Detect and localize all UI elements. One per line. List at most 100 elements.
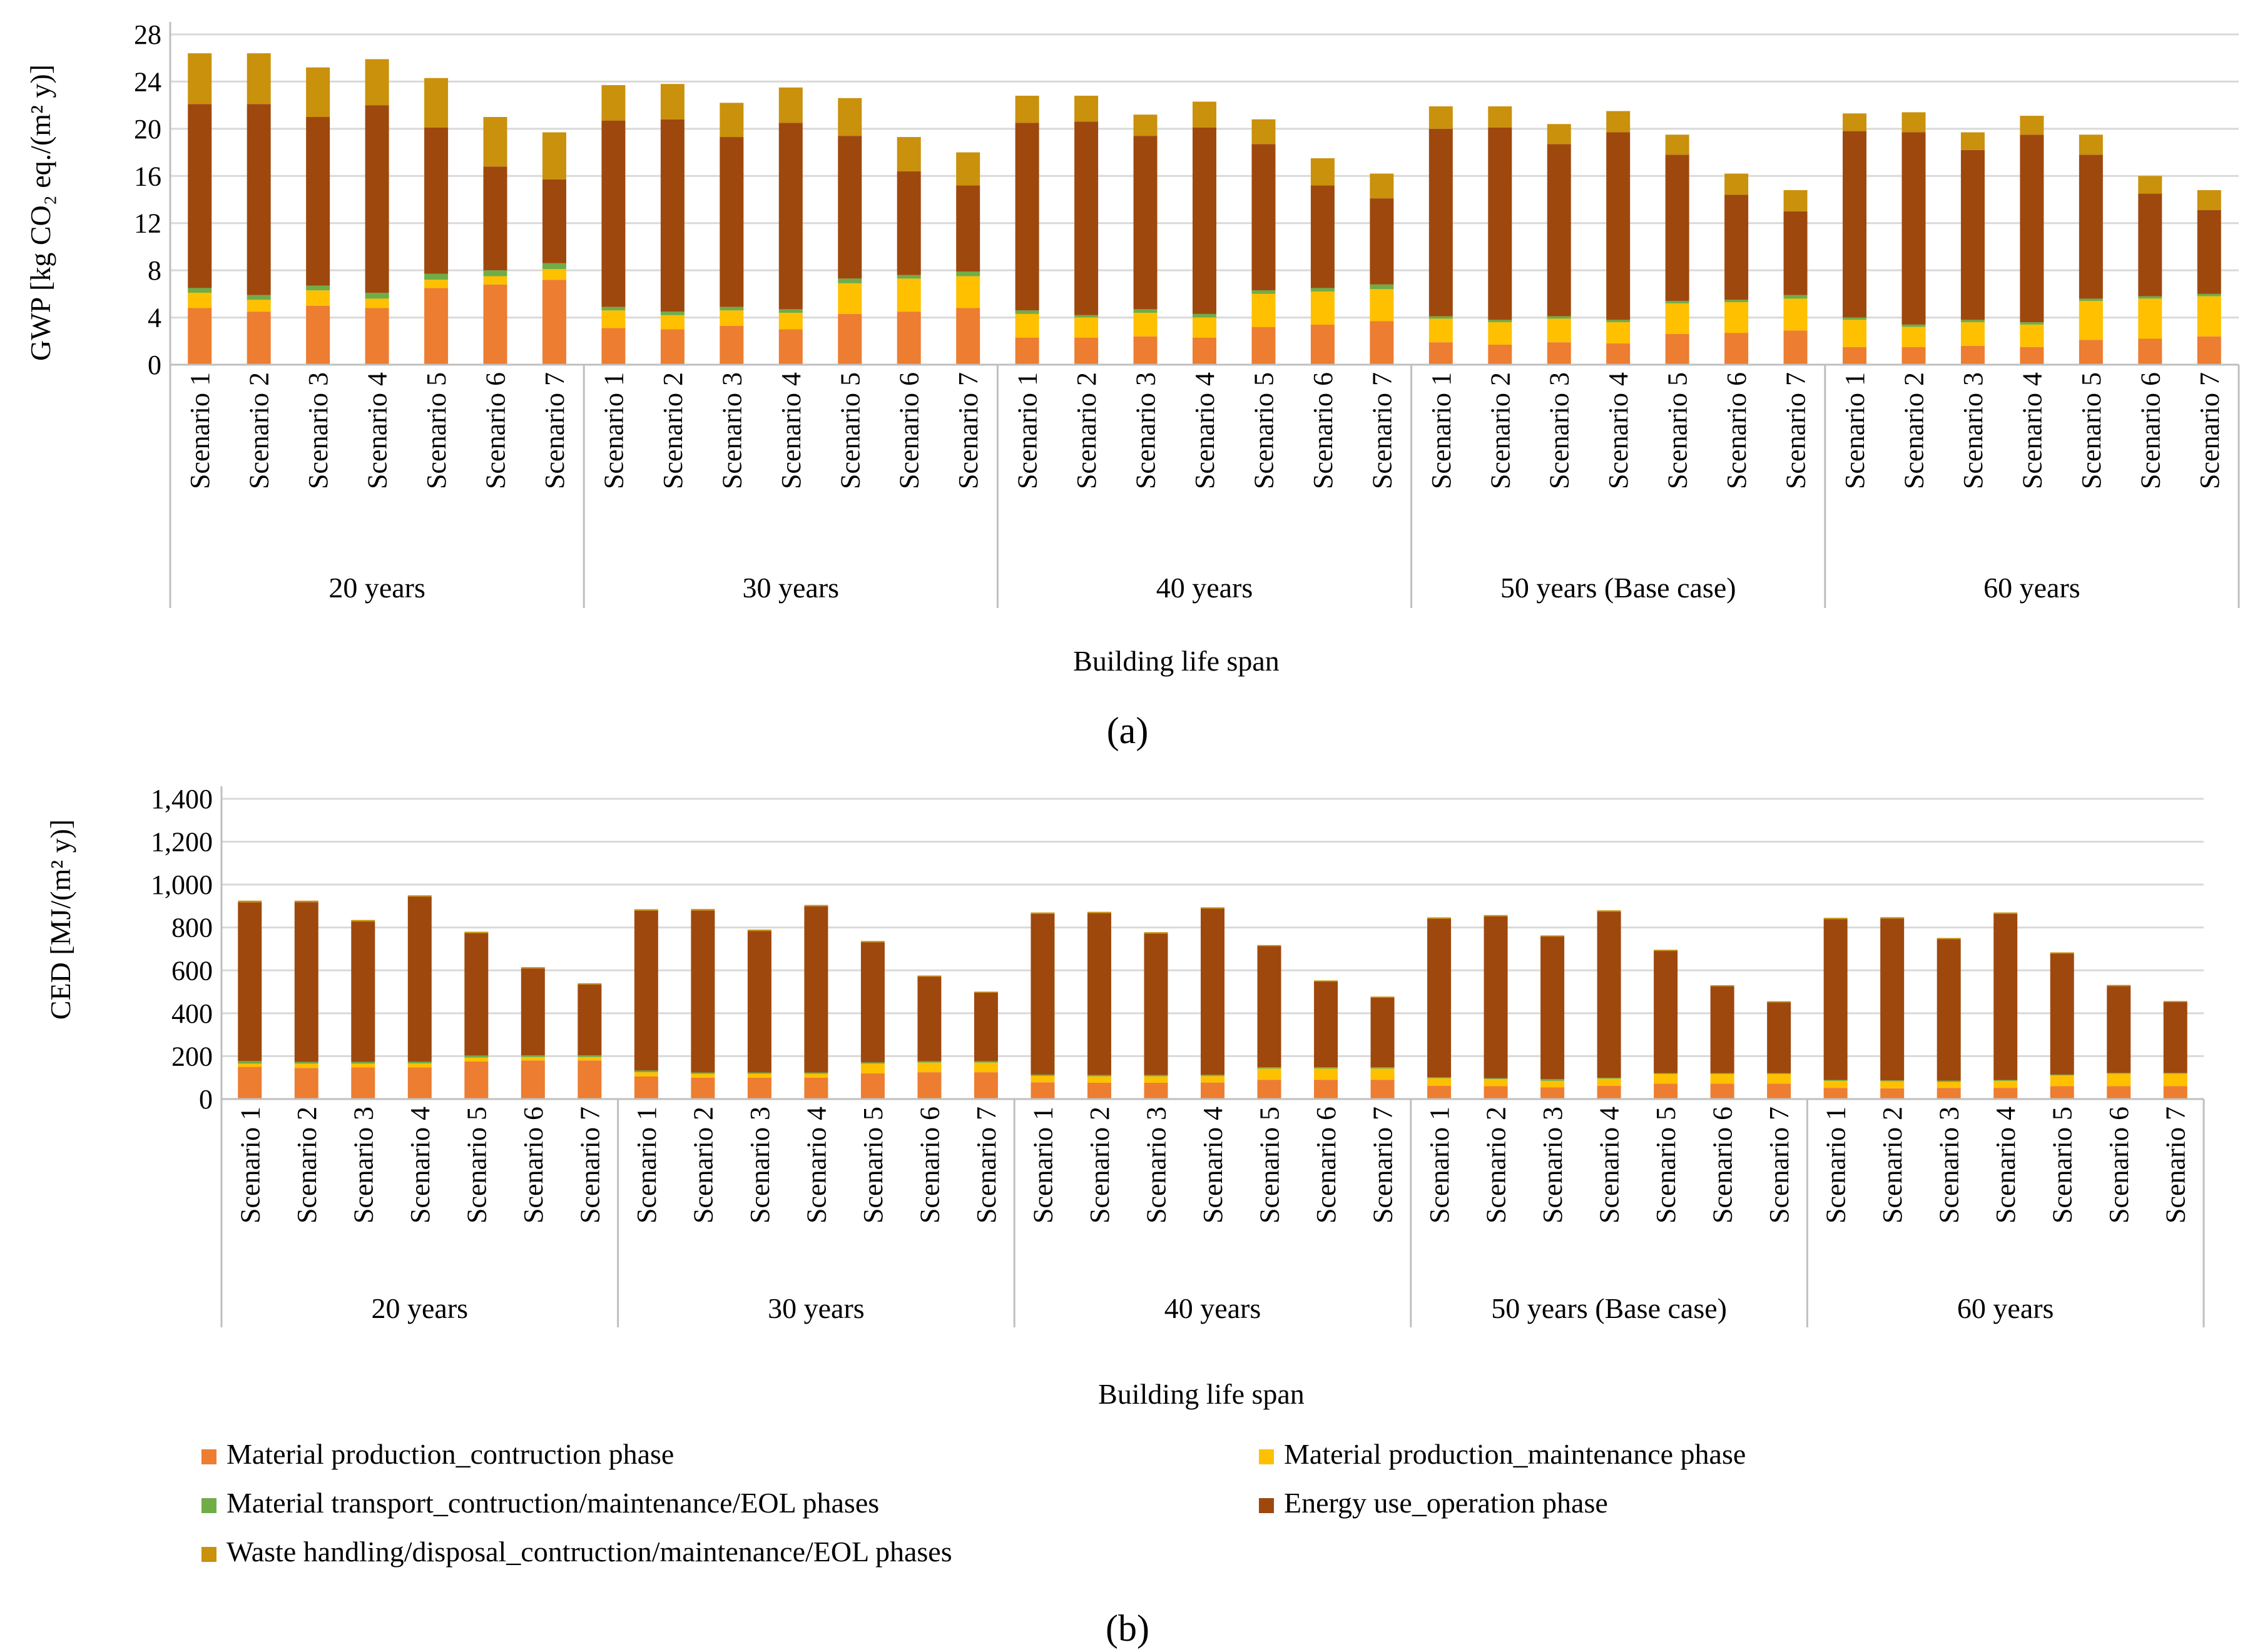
ced-bar-segment [1087, 1076, 1111, 1083]
ced-bar-segment [1937, 1088, 1961, 1099]
gwp-bar-segment [2020, 324, 2044, 347]
ced-bar-segment [1087, 911, 1111, 913]
gwp-bar-segment [1843, 320, 1867, 347]
legend: Material production_contruction phase Ma… [201, 1438, 1746, 1568]
ced-bar-segment [1314, 1068, 1338, 1080]
gwp-bar-segment [1665, 333, 1689, 365]
gwp-category-label: Scenario 5 [421, 372, 452, 489]
ced-bar-segment [1314, 1067, 1338, 1069]
ced-bar-segment [1767, 1083, 1791, 1099]
ced-bar-segment [521, 968, 545, 1056]
ced-bar-segment [1031, 913, 1055, 1075]
gwp-bar-segment [483, 284, 507, 365]
gwp-category-label: Scenario 6 [894, 372, 925, 489]
gwp-category-label: Scenario 3 [1958, 372, 1988, 489]
ced-bar-segment [407, 896, 432, 1062]
ced-bar-segment [294, 900, 318, 903]
ced-y-tick-label: 0 [199, 1084, 213, 1115]
gwp-bar-segment [1724, 173, 1749, 195]
ced-bar-segment [1031, 1082, 1055, 1099]
ced-category-label: Scenario 6 [1708, 1107, 1738, 1224]
gwp-bar-segment [1547, 124, 1571, 144]
ced-bar-segment [1597, 1085, 1621, 1099]
gwp-y-axis-title: GWP [kg CO₂ eq./(m² y)] [24, 64, 56, 361]
ced-bar-segment [521, 1057, 545, 1061]
ced-bar-segment [294, 1063, 318, 1068]
ced-bar-segment [747, 930, 771, 931]
gwp-bar-segment [247, 53, 271, 104]
ced-bar-segment [1767, 1002, 1791, 1073]
ced-bar-segment [2050, 952, 2074, 954]
legend-label-mp-main: Material production_maintenance phase [1284, 1438, 1746, 1470]
gwp-bar-segment [2020, 347, 2044, 365]
gwp-bar-segment [1015, 123, 1039, 311]
gwp-category-label: Scenario 5 [1662, 372, 1693, 489]
gwp-category-label: Scenario 3 [1544, 372, 1575, 489]
gwp-group-label: 20 years [328, 572, 425, 604]
gwp-bar-segment [897, 137, 921, 171]
gwp-bar-segment [2079, 298, 2103, 302]
gwp-bar-segment [2079, 155, 2103, 299]
gwp-bar-segment [2197, 210, 2221, 294]
gwp-bar-segment [2079, 301, 2103, 340]
gwp-bar-segment [483, 166, 507, 271]
gwp-bar-segment [1370, 173, 1394, 199]
gwp-category-label: Scenario 4 [362, 372, 393, 489]
gwp-bar-segment [1310, 288, 1335, 292]
ced-bar-segment [860, 1062, 885, 1064]
ced-bar-segment [1767, 1073, 1791, 1074]
gwp-bar-segment [778, 309, 803, 313]
gwp-bar-segment [1960, 320, 1985, 323]
gwp-bar-segment [1901, 347, 1926, 365]
gwp-bar-segment [1133, 336, 1158, 365]
ced-bar-segment [1257, 945, 1281, 946]
ced-bar-segment [1710, 986, 1734, 1073]
gwp-bar-segment [2197, 190, 2221, 210]
gwp-bar-segment [542, 179, 566, 263]
ced-bar-segment [1427, 1078, 1452, 1086]
ced-bar-segment [351, 1063, 375, 1068]
gwp-category-label: Scenario 1 [185, 372, 215, 489]
ced-bar-segment [804, 1073, 828, 1078]
ced-bar-segment [1654, 950, 1678, 951]
gwp-bar-segment [660, 329, 685, 365]
gwp-bar-segment [247, 104, 271, 295]
ced-y-axis-title: CED [MJ/(m² y)] [44, 819, 76, 1020]
ced-y-tick-label: 1,200 [151, 827, 213, 858]
ced-bar-segment [1314, 1080, 1338, 1099]
ced-y-tick-label: 1,400 [151, 784, 213, 814]
ced-bar-segment [1710, 1073, 1734, 1074]
ced-bar-segment [1823, 1080, 1848, 1088]
gwp-bar-segment [1310, 158, 1335, 186]
ced-bar-segment [1201, 1075, 1224, 1077]
ced-bar-segment [351, 921, 375, 1062]
ced-category-label: Scenario 7 [1764, 1107, 1794, 1224]
ced-bar-segment [1880, 1080, 1905, 1082]
ced-bar-segment [464, 1062, 489, 1099]
ced-bar-segment [1597, 910, 1621, 912]
panel-a-label: (a) [1107, 710, 1149, 751]
ced-x-axis-title: Building life span [1098, 1378, 1305, 1410]
gwp-bar-segment [424, 273, 449, 280]
gwp-category-label: Scenario 2 [1485, 372, 1515, 489]
gwp-bar-segment [1901, 324, 1926, 327]
ced-category-label: Scenario 6 [2104, 1107, 2134, 1224]
gwp-group-label: 50 years (Base case) [1500, 572, 1736, 604]
gwp-bar-segment [1193, 317, 1216, 338]
gwp-axes [169, 22, 2240, 608]
gwp-bar-segment [188, 308, 212, 365]
gwp-bar-segment [1074, 96, 1099, 122]
ced-bar-segment [1144, 932, 1168, 934]
ced-bar-segment [351, 1062, 375, 1064]
gwp-bar-segment [660, 119, 685, 312]
gwp-bar-segment [1665, 301, 1689, 303]
gwp-bar-segment [897, 275, 921, 279]
gwp-bar-segment [1015, 96, 1039, 123]
gwp-bar-segment [1370, 321, 1394, 365]
gwp-bar-segment [2197, 336, 2221, 365]
ced-category-label: Scenario 4 [801, 1107, 832, 1224]
ced-bar-segment [634, 1077, 658, 1099]
ced-bar-segment [1540, 1080, 1565, 1088]
gwp-category-label: Scenario 7 [2194, 372, 2225, 489]
ced-y-tick-label: 800 [171, 913, 213, 943]
